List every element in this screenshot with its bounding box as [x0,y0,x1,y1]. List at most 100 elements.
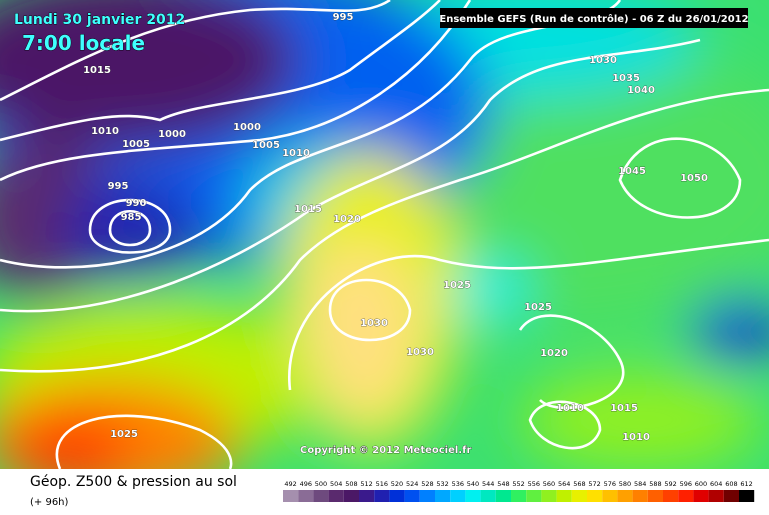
isobar-label: 985 [121,212,142,223]
legend-value: 576 [604,480,616,488]
legend-value: 604 [710,480,722,488]
legend-value: 500 [315,480,327,488]
isobar-label: 1030 [589,55,617,66]
isobar-label: 1025 [524,302,552,313]
isobar-label: 1010 [622,432,650,443]
isobar-label: 1015 [83,65,111,76]
legend-value: 520 [391,480,403,488]
legend-value: 588 [649,480,661,488]
isobar-label: 1020 [333,214,361,225]
copyright: Copyright © 2012 Meteociel.fr [300,445,471,456]
isobar-label: 1050 [680,173,708,184]
date: Lundi 30 janvier 2012 [14,12,185,28]
legend-swatch [343,490,359,502]
legend-swatch [723,490,739,502]
legend-swatch [495,490,511,502]
legend-swatch [556,490,572,502]
legend-value: 608 [725,480,737,488]
isobar-label: 1045 [618,166,646,177]
legend-value: 504 [330,480,342,488]
isobar-label: 1010 [91,126,119,137]
legend-value: 540 [467,480,479,488]
isobar-label: 1035 [612,73,640,84]
legend-value: 600 [695,480,707,488]
isobar-label: 1000 [233,122,261,133]
legend-value: 544 [482,480,494,488]
legend-swatch [708,490,724,502]
legend-swatch [328,490,344,502]
footer-title: Géop. Z500 & pression au sol [30,474,237,490]
isobar-label: 1000 [158,129,186,140]
isobar-label: 1015 [294,204,322,215]
time: 7:00 locale [22,31,145,55]
isobar-label: 1030 [360,318,388,329]
legend-value: 516 [376,480,388,488]
legend-swatch [571,490,587,502]
legend-value: 536 [452,480,464,488]
legend-swatch [678,490,694,502]
legend-value: 612 [740,480,752,488]
run-box [440,8,748,28]
legend-value: 512 [360,480,372,488]
isobar-label: 1025 [443,280,471,291]
run-info: Ensemble GEFS (Run de contrôle) - 06 Z d… [439,13,748,25]
legend-swatch [739,490,755,502]
legend-value: 528 [421,480,433,488]
legend-swatch [283,490,299,502]
isobar-label: 1010 [556,403,584,414]
legend-swatch [298,490,314,502]
legend-swatch [419,490,435,502]
legend-value: 508 [345,480,357,488]
legend-value: 552 [512,480,524,488]
legend-value: 548 [497,480,509,488]
isobar-label: 1030 [406,347,434,358]
legend-swatch [632,490,648,502]
legend-value: 524 [406,480,418,488]
legend-swatch [374,490,390,502]
legend-value: 596 [680,480,692,488]
legend-value: 580 [619,480,631,488]
isobar-label: 995 [108,181,129,192]
isobar-label: 1040 [627,85,655,96]
legend-swatch [480,490,496,502]
legend-swatch [541,490,557,502]
legend-value: 556 [528,480,540,488]
lead-time: (+ 96h) [30,497,69,508]
legend-value: 572 [588,480,600,488]
isobar-label: 1005 [122,139,150,150]
isobar-label: 1020 [540,348,568,359]
legend-swatch [389,490,405,502]
legend-value: 584 [634,480,646,488]
legend-swatch [693,490,709,502]
isobar-label: 1005 [252,140,280,151]
legend-value: 568 [573,480,585,488]
legend-swatch [465,490,481,502]
isobar-label: 1010 [282,148,310,159]
isobar-label: 1015 [610,403,638,414]
isobar-label: 990 [126,198,147,209]
isobar-label: 1025 [110,429,138,440]
legend-swatch [617,490,633,502]
legend-swatch [587,490,603,502]
legend-value: 564 [558,480,570,488]
legend-swatch [511,490,527,502]
isobars [0,0,769,469]
map-field [0,0,769,469]
legend-value: 532 [436,480,448,488]
legend-swatch [602,490,618,502]
legend-swatch [313,490,329,502]
isobar-label: 995 [333,12,354,23]
legend-swatch [450,490,466,502]
legend-swatch [404,490,420,502]
legend-swatch [663,490,679,502]
legend-swatch [359,490,375,502]
legend-swatch [435,490,451,502]
legend-value: 492 [284,480,296,488]
legend-value: 496 [300,480,312,488]
legend-value: 592 [664,480,676,488]
legend-swatch [526,490,542,502]
legend-value: 560 [543,480,555,488]
legend-swatch [647,490,663,502]
